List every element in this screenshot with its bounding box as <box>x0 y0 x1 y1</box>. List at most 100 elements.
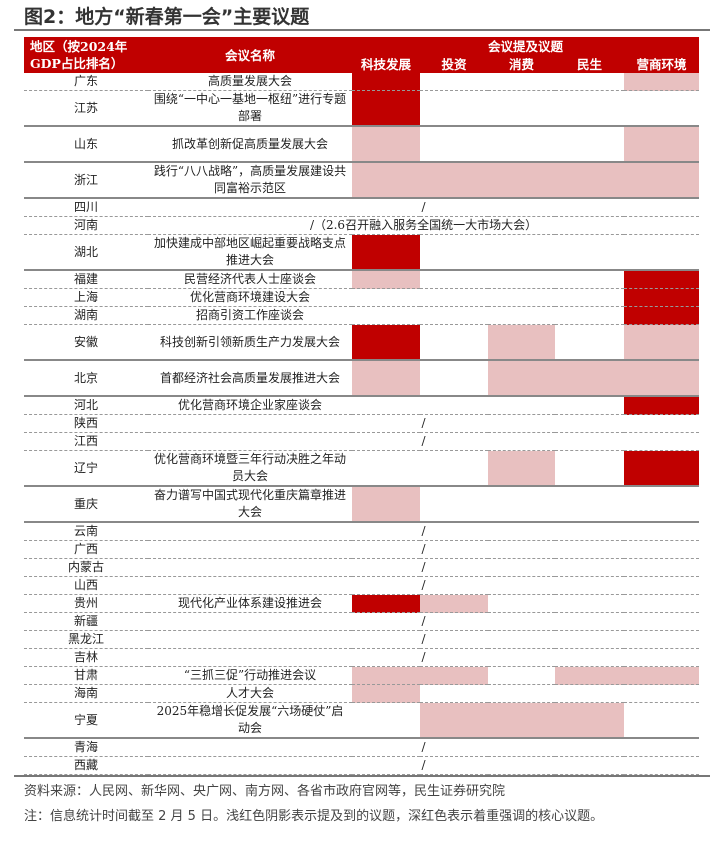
meeting-cell: / <box>148 756 700 775</box>
table-row: 内蒙古 / <box>24 558 700 577</box>
topic-cell <box>624 90 700 127</box>
topic-cell <box>488 234 555 271</box>
core-topic-cell <box>352 594 420 613</box>
region-cell: 山西 <box>24 576 148 595</box>
meeting-cell: 优化营商环境企业家座谈会 <box>148 396 352 415</box>
meeting-cell: 加快建成中部地区崛起重要战略支点推进大会 <box>148 234 352 271</box>
topic-cell <box>420 450 488 487</box>
table-row: 福建 民营经济代表人士座谈会 <box>24 270 700 289</box>
table-row: 新疆 / <box>24 612 700 631</box>
core-topic-cell <box>624 270 700 289</box>
meeting-cell: 践行“八八战略”，高质量发展建设共同富裕示范区 <box>148 162 352 199</box>
topic-cell <box>488 684 555 703</box>
mentioned-topic-cell <box>624 126 700 163</box>
meeting-cell: /（2.6召开融入服务全国统一大市场大会） <box>148 216 700 235</box>
meeting-cell: / <box>148 738 700 757</box>
topic-cell <box>352 288 420 307</box>
meeting-cell: / <box>148 648 700 667</box>
topic-cell <box>555 306 624 325</box>
mentioned-topic-cell <box>624 162 700 199</box>
topic-cell <box>624 684 700 703</box>
table-row: 陕西 / <box>24 414 700 433</box>
topic-cell <box>555 450 624 487</box>
region-cell: 四川 <box>24 198 148 217</box>
table-row: 河南/（2.6召开融入服务全国统一大市场大会） <box>24 216 700 235</box>
meeting-cell: 现代化产业体系建设推进会 <box>148 594 352 613</box>
mentioned-topic-cell <box>420 702 488 739</box>
region-cell: 上海 <box>24 288 148 307</box>
table-row: 山西 / <box>24 576 700 595</box>
table-row: 海南 人才大会 <box>24 684 700 703</box>
content-flow: 地区（按2024年GDP占比排名） 会议名称 会议提及议题 科技发展 投资 消费… <box>0 37 712 826</box>
meeting-cell: 优化营商环境建设大会 <box>148 288 352 307</box>
topic-cell <box>555 288 624 307</box>
topic-cell <box>555 684 624 703</box>
table-row: 江西 / <box>24 432 700 451</box>
table-row: 江苏 围绕“一中心一基地一枢纽”进行专题部署 <box>24 90 700 127</box>
region-cell: 黑龙江 <box>24 630 148 649</box>
meeting-cell: 抓改革创新促高质量发展大会 <box>148 126 352 163</box>
meeting-cell: / <box>148 630 700 649</box>
topic-cell <box>488 594 555 613</box>
topic-cell <box>488 126 555 163</box>
table-row: 四川 / <box>24 198 700 217</box>
header-topic-livelihood: 民生 <box>555 55 624 73</box>
core-topic-cell <box>352 73 420 91</box>
topic-cell <box>420 234 488 271</box>
mentioned-topic-cell <box>352 126 420 163</box>
topic-cell <box>488 306 555 325</box>
topic-cell <box>420 306 488 325</box>
region-cell: 江苏 <box>24 90 148 127</box>
table-row: 重庆 奋力谱写中国式现代化重庆篇章推进大会 <box>24 486 700 523</box>
region-cell: 内蒙古 <box>24 558 148 577</box>
region-cell: 河北 <box>24 396 148 415</box>
topic-cell <box>420 288 488 307</box>
mentioned-topic-cell <box>420 666 488 685</box>
topic-cell <box>352 450 420 487</box>
topic-cell <box>352 306 420 325</box>
topic-cell <box>555 396 624 415</box>
region-cell: 西藏 <box>24 756 148 775</box>
meeting-cell: / <box>148 612 700 631</box>
header-meeting: 会议名称 <box>148 37 352 73</box>
mentioned-topic-cell <box>488 360 555 397</box>
meeting-cell: 围绕“一中心一基地一枢纽”进行专题部署 <box>148 90 352 127</box>
topic-cell <box>555 73 624 91</box>
table-row: 河北 优化营商环境企业家座谈会 <box>24 396 700 415</box>
mentioned-topic-cell <box>555 666 624 685</box>
table-row: 甘肃 “三抓三促”行动推进会议 <box>24 666 700 685</box>
meeting-cell: “三抓三促”行动推进会议 <box>148 666 352 685</box>
meeting-cell: 首都经济社会高质量发展推进大会 <box>148 360 352 397</box>
region-cell: 贵州 <box>24 594 148 613</box>
mentioned-topic-cell <box>488 324 555 361</box>
topic-cell <box>555 90 624 127</box>
region-cell: 宁夏 <box>24 702 148 739</box>
meeting-cell: / <box>148 432 700 451</box>
meeting-cell: 人才大会 <box>148 684 352 703</box>
region-cell: 山东 <box>24 126 148 163</box>
mentioned-topic-cell <box>352 486 420 523</box>
core-topic-cell <box>352 234 420 271</box>
topic-cell <box>624 702 700 739</box>
topic-cell <box>488 396 555 415</box>
mentioned-topic-cell <box>352 270 420 289</box>
mentioned-topic-cell <box>420 594 488 613</box>
footnote: 注：信息统计时间截至 2 月 5 日。浅红色阴影表示提及到的议题，深红色表示着重… <box>24 809 604 824</box>
figure-title: 图2：地方“新春第一会”主要议题 <box>24 6 310 28</box>
topic-cell <box>420 360 488 397</box>
table-row: 上海 优化营商环境建设大会 <box>24 288 700 307</box>
mentioned-topic-cell <box>352 360 420 397</box>
mentioned-topic-cell <box>488 162 555 199</box>
header-region: 地区（按2024年GDP占比排名） <box>24 37 148 73</box>
topic-cell <box>420 324 488 361</box>
table-row: 浙江 践行“八八战略”，高质量发展建设共同富裕示范区 <box>24 162 700 199</box>
topic-cell <box>624 594 700 613</box>
mentioned-topic-cell <box>488 450 555 487</box>
meeting-cell: / <box>148 198 700 217</box>
header-topic-investment: 投资 <box>420 55 488 73</box>
topic-cell <box>488 90 555 127</box>
region-cell: 福建 <box>24 270 148 289</box>
meeting-cell: 招商引资工作座谈会 <box>148 306 352 325</box>
meeting-cell: / <box>148 558 700 577</box>
meeting-cell: / <box>148 576 700 595</box>
